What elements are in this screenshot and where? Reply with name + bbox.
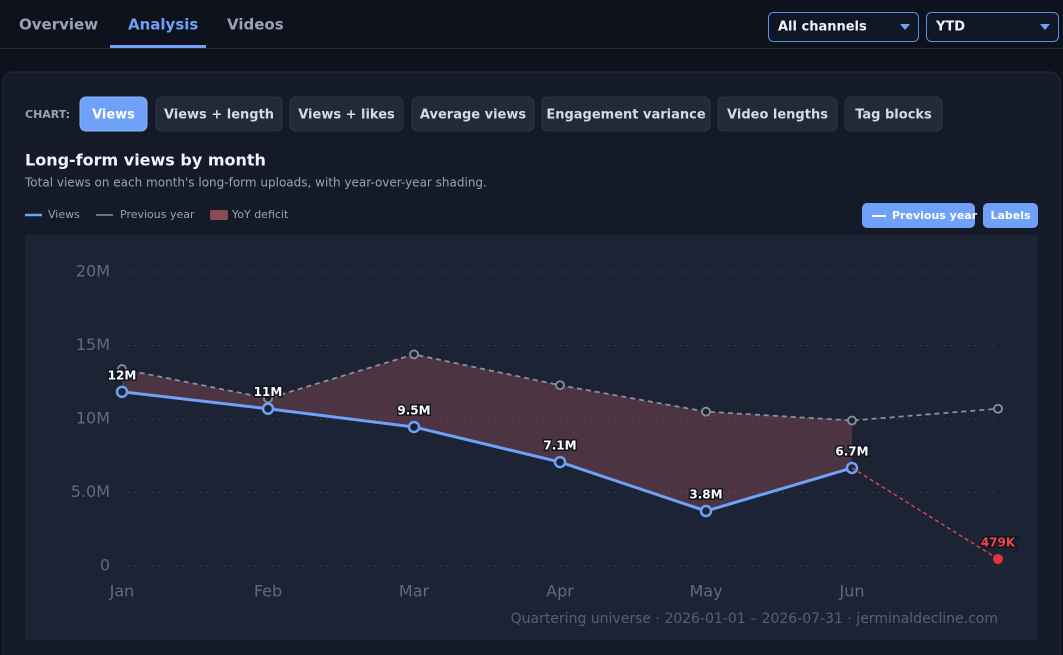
chart-button[interactable] (79, 96, 148, 132)
data-label: 6.7M (835, 444, 868, 458)
x-tick-label: May (689, 582, 722, 601)
chart-subtitle: Total views on each month's long-form up… (24, 176, 487, 190)
x-tick-label: Feb (254, 582, 282, 601)
y-tick-label: 20M (76, 262, 110, 281)
chart-button[interactable] (411, 96, 535, 132)
chart-button-label: Average views (420, 108, 526, 123)
views-point (699, 504, 713, 518)
chart-button-label: Engagement variance (546, 108, 706, 123)
data-label: 11M (254, 385, 283, 399)
x-tick-label: Jun (839, 582, 865, 601)
chart-title: Long-form views by month (25, 151, 266, 170)
tab[interactable]: Overview (19, 16, 98, 34)
views-point (261, 402, 275, 415)
y-tick-label: 15M (76, 335, 110, 354)
chart-button[interactable] (289, 96, 404, 132)
previous-year-point (117, 364, 127, 374)
chart-picker-label: CHART: (25, 108, 70, 121)
select[interactable] (926, 12, 1059, 42)
views-point (553, 455, 567, 469)
toggle-button[interactable] (983, 203, 1038, 228)
y-tick-label: 10M (76, 409, 110, 428)
chart-button[interactable] (717, 96, 838, 132)
previous-year-point (847, 415, 857, 426)
y-tick-label: 0 (100, 556, 110, 575)
views-point (407, 420, 421, 434)
legend-label: YoY deficit (231, 208, 289, 221)
previous-year-point (409, 349, 419, 360)
chart-button-label: Views (92, 108, 135, 123)
chart-button-label: Views + length (164, 108, 274, 123)
tab[interactable]: Videos (227, 16, 284, 34)
data-label: 7.1M (543, 439, 576, 453)
tab[interactable]: Analysis (128, 16, 198, 34)
partial-point (993, 553, 1003, 564)
select[interactable] (768, 12, 919, 42)
deficit-area (122, 354, 852, 512)
chart-button-label: Tag blocks (855, 108, 932, 123)
chart-button-label: Video lengths (727, 108, 828, 123)
previous-year-point (555, 380, 565, 391)
toggle-label: Previous year (892, 209, 978, 222)
select-value: YTD (935, 20, 965, 35)
chart-button-label: Views + likes (298, 108, 395, 123)
select-value: All channels (778, 20, 867, 35)
previous-year-point (263, 393, 273, 404)
select-arrow (900, 24, 910, 30)
toggle-label: Labels (990, 209, 1031, 222)
data-label: 12M (108, 368, 137, 382)
tab-underline (110, 45, 206, 48)
views-point (115, 385, 129, 399)
views-line (121, 390, 853, 513)
plot-area (25, 235, 1038, 640)
x-tick-label: Jan (109, 582, 135, 601)
partial-line (851, 467, 999, 560)
x-tick-label: Mar (399, 582, 430, 601)
previous-year-point (701, 406, 711, 417)
previous-year-point (993, 403, 1003, 414)
chart-button[interactable] (155, 96, 283, 132)
legend-label: Views (48, 208, 80, 221)
legend-swatch (210, 210, 228, 220)
legend-label: Previous year (120, 208, 195, 221)
data-label: 3.8M (689, 488, 722, 502)
data-label: 479K (981, 535, 1016, 549)
data-label: 9.5M (397, 403, 430, 417)
select-arrow (1040, 24, 1050, 30)
toggle-button[interactable] (862, 203, 975, 228)
chart-footer: Quartering universe · 2026-01-01 – 2026-… (511, 611, 998, 627)
chart-button[interactable] (541, 96, 711, 132)
chart-button[interactable] (844, 96, 943, 132)
y-tick-label: 5.0M (71, 482, 110, 501)
x-tick-label: Apr (546, 582, 574, 601)
